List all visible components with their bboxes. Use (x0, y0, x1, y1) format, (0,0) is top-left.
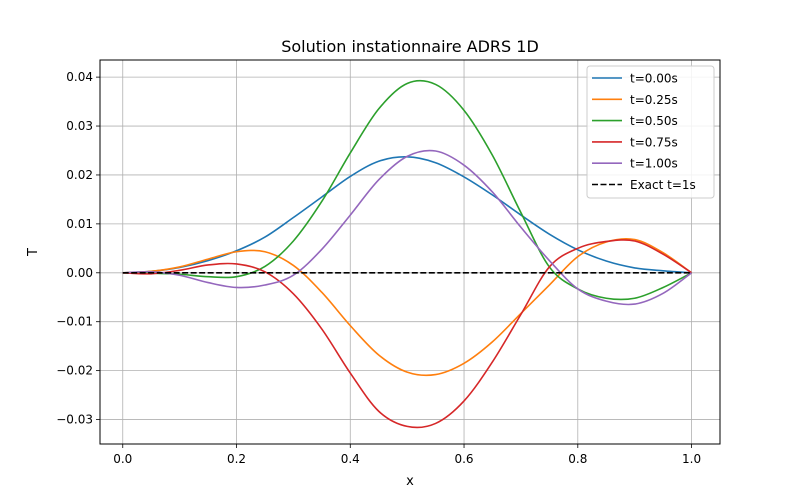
x-tick-label: 0.6 (454, 452, 473, 466)
chart-title: Solution instationnaire ADRS 1D (281, 37, 539, 56)
y-tick-label: 0.01 (66, 217, 93, 231)
legend-label: t=1.00s (630, 157, 678, 171)
y-tick-label: −0.01 (56, 315, 93, 329)
y-tick-label: 0.00 (66, 266, 93, 280)
x-tick-label: 0.4 (341, 452, 360, 466)
series-line-2 (122, 79, 692, 301)
y-tick-label: −0.02 (56, 364, 93, 378)
y-tick-label: 0.04 (66, 70, 93, 84)
y-tick-label: −0.03 (56, 413, 93, 427)
series-line-3 (122, 239, 692, 429)
y-tick-label: 0.02 (66, 168, 93, 182)
y-axis-ticks: −0.03 −0.02 −0.01 0.00 0.01 0.02 0.03 0.04 (56, 70, 100, 427)
x-tick-label: 0.8 (568, 452, 587, 466)
x-tick-label: 0.2 (227, 452, 246, 466)
plot-frame (99, 59, 721, 445)
x-tick-label: 1.0 (682, 452, 701, 466)
x-axis-ticks: 0.0 0.2 0.4 0.6 0.8 1.0 (113, 444, 701, 466)
x-axis-label: x (406, 474, 414, 489)
x-tick-label: 0.0 (113, 452, 132, 466)
legend-label: t=0.00s (630, 72, 678, 86)
series-group (122, 79, 693, 429)
legend-label: t=0.25s (630, 93, 678, 107)
series-line-4 (122, 149, 693, 306)
series-line-1 (122, 237, 693, 377)
y-tick-label: 0.03 (66, 119, 93, 133)
legend: t=0.00s t=0.25s t=0.50s t=0.75s t=1.00s Exact… (586, 65, 715, 199)
legend-label: Exact t=1s (630, 178, 696, 192)
legend-label: t=0.50s (630, 114, 678, 128)
legend-label: t=0.75s (630, 135, 678, 149)
y-axis-label: T (26, 248, 41, 257)
